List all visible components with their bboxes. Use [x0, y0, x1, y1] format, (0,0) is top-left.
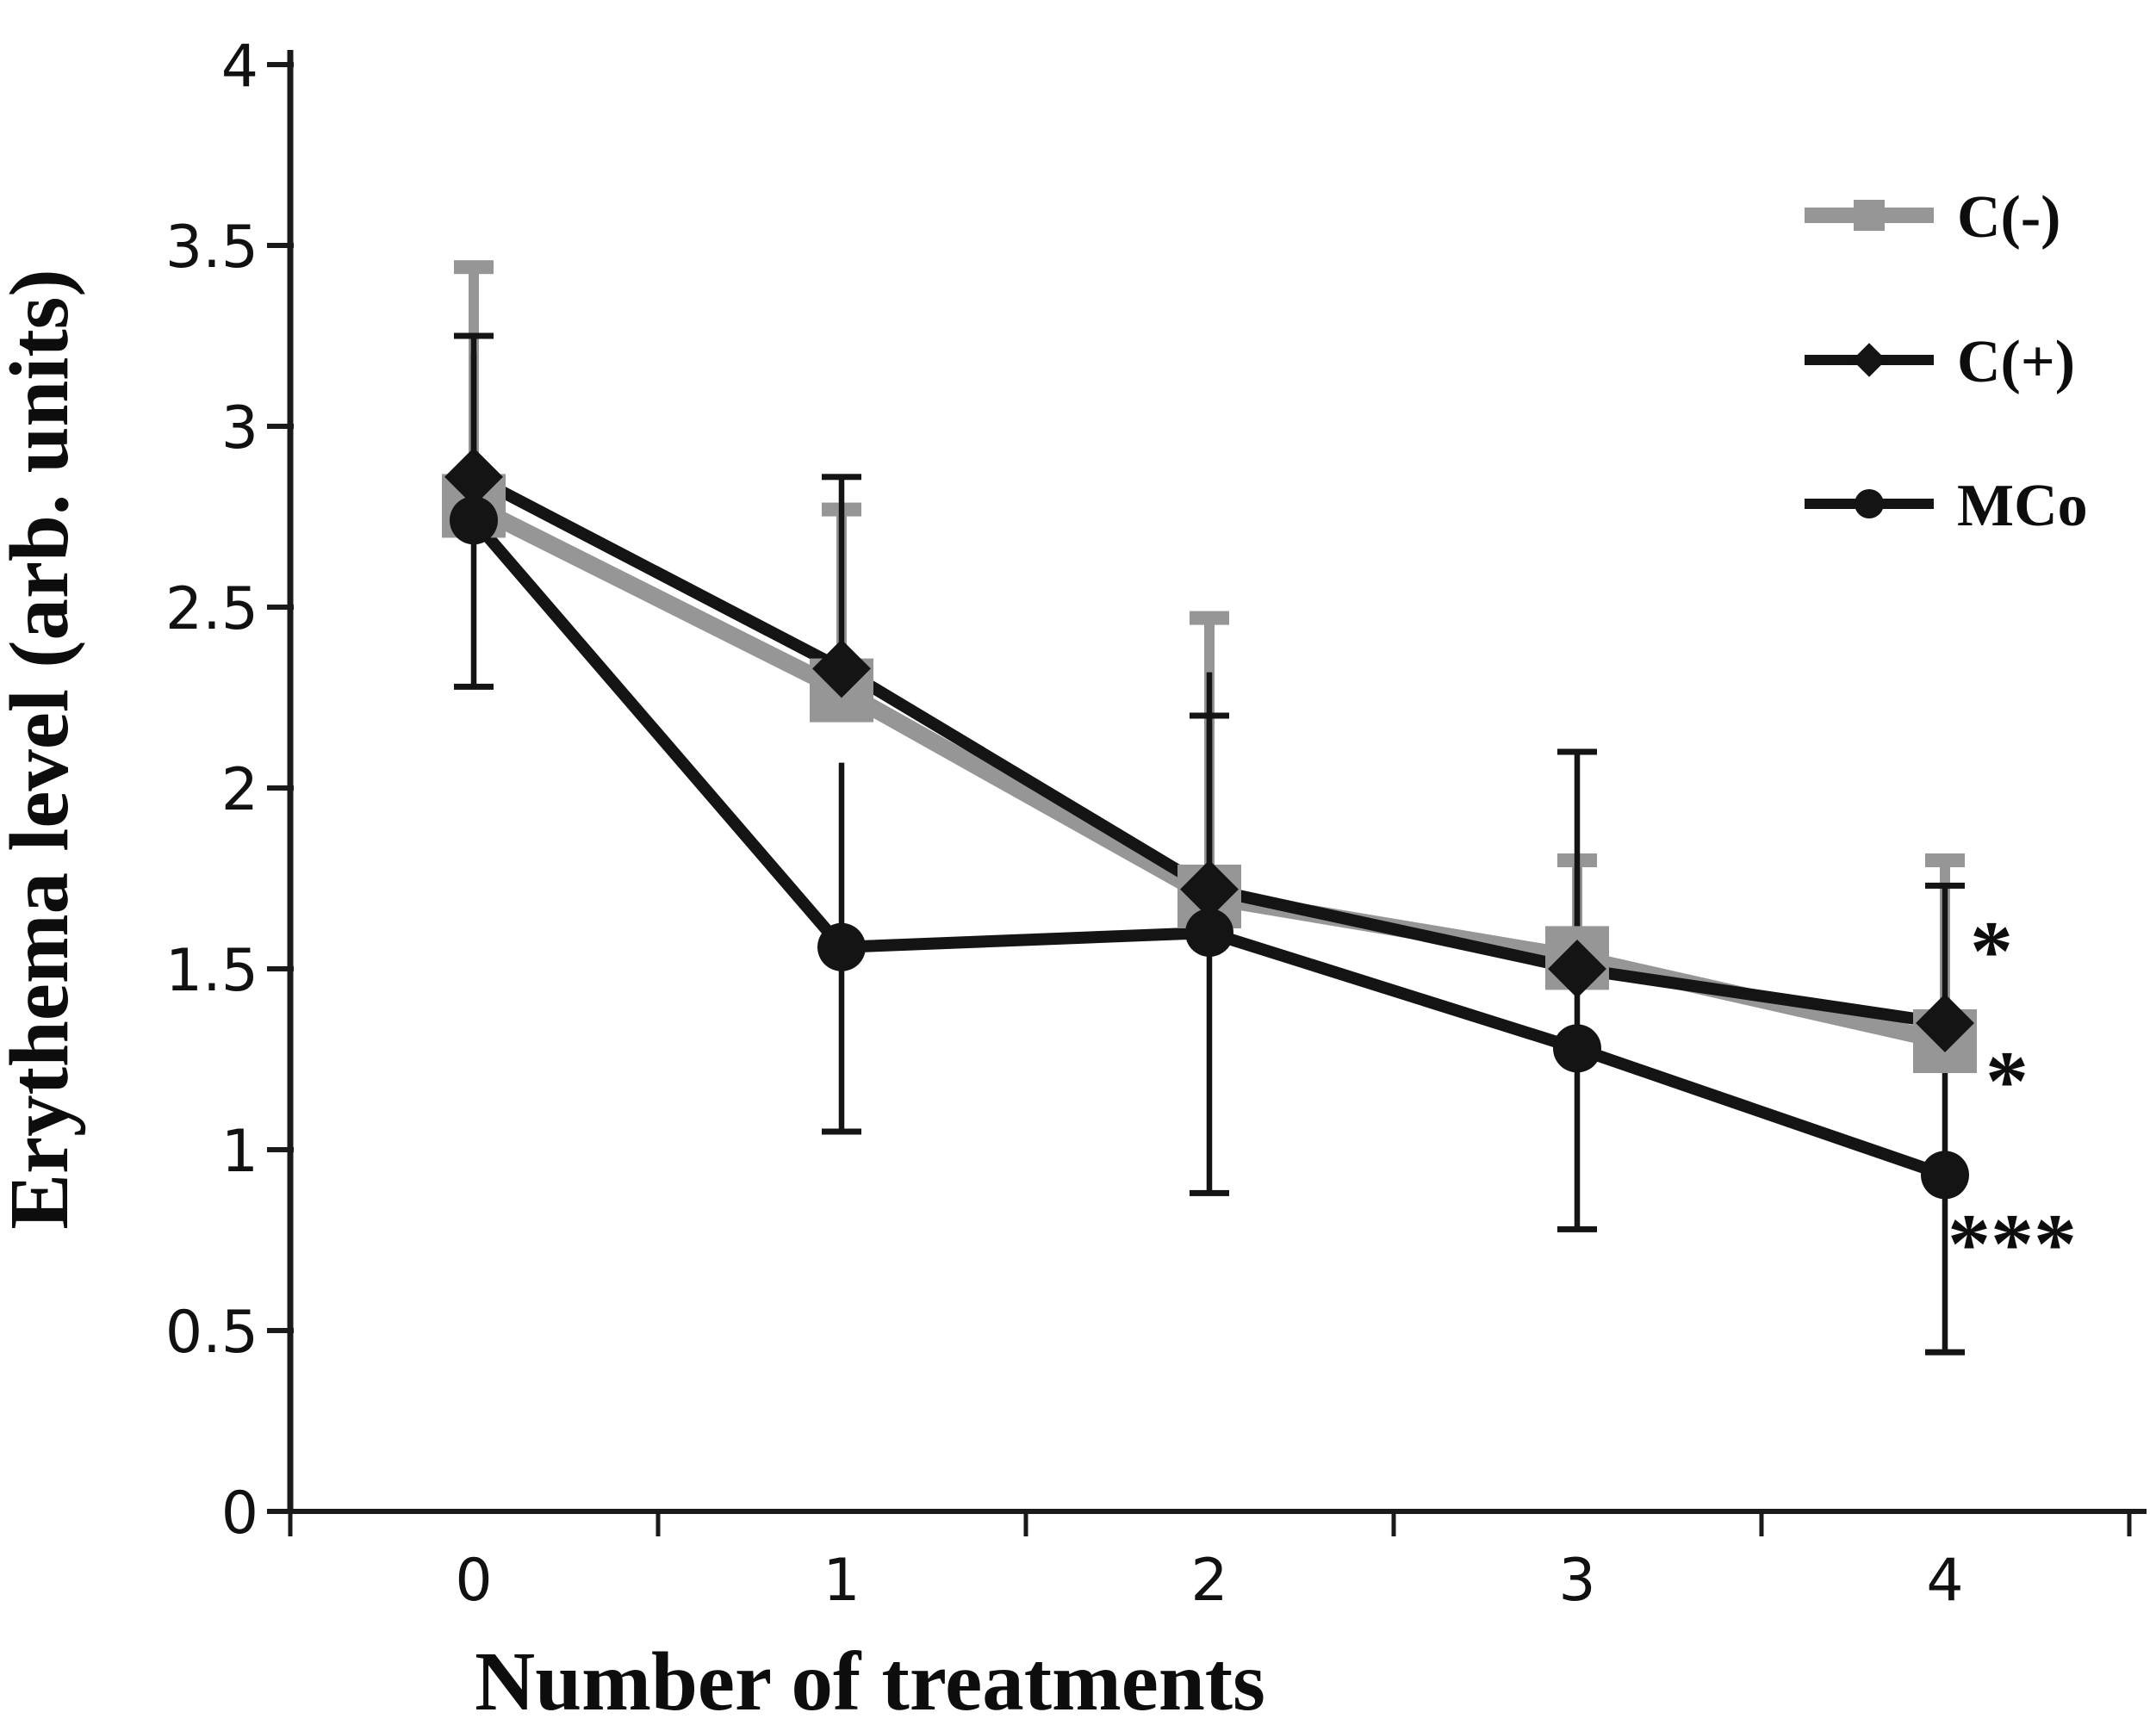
circle-marker: [1553, 1024, 1601, 1073]
error-bar-cap: [1190, 1189, 1229, 1196]
circle-marker: [1185, 909, 1233, 957]
legend-square-marker: [1854, 200, 1885, 231]
error-bar-cap: [1557, 748, 1597, 755]
x-tick-label: 2: [1190, 1547, 1227, 1615]
legend-label-c-plus: C(+): [1957, 329, 2075, 395]
x-axis-ticks: 0 1 2 3 4: [288, 1511, 2132, 1615]
legend-circle-marker: [1855, 489, 1884, 518]
error-bar-cap: [1557, 1225, 1597, 1232]
error-bar-cap: [1925, 853, 1965, 867]
x-tick-label: 3: [1558, 1547, 1595, 1615]
error-bar-cap: [454, 332, 494, 339]
annotations: *****: [1948, 903, 2077, 1291]
error-bar-cap: [1925, 882, 1965, 889]
legend-item-mco: MCo: [1805, 473, 2088, 539]
diamond-marker: [444, 447, 503, 506]
legend: C(-) C(+) MCo: [1805, 184, 2088, 539]
error-bar-cap: [1190, 611, 1229, 625]
error-bar-cap: [454, 683, 494, 690]
y-tick-label: 0: [221, 1480, 258, 1548]
significance-asterisk: *: [1970, 903, 2013, 998]
series-markers: [442, 447, 1977, 1200]
significance-asterisk: ***: [1948, 1196, 2077, 1292]
diamond-marker: [1916, 994, 1974, 1052]
legend-diamond-marker: [1852, 343, 1886, 377]
error-bar-cap: [1925, 1349, 1965, 1356]
y-tick-label: 3: [221, 394, 258, 462]
error-bar-cap: [822, 474, 861, 481]
legend-item-c-minus: C(-): [1805, 184, 2060, 251]
x-axis-title: Number of treatments: [475, 1635, 1265, 1728]
y-tick-label: 3.5: [165, 214, 258, 282]
error-bars: [454, 260, 1965, 1356]
x-tick-label: 4: [1926, 1547, 1963, 1615]
y-tick-label: 2: [221, 756, 258, 824]
significance-asterisk: *: [1985, 1033, 2029, 1129]
error-bar-cap: [454, 260, 494, 275]
x-tick-label: 1: [823, 1547, 860, 1615]
y-tick-label: 0.5: [165, 1299, 258, 1367]
y-tick-label: 1: [221, 1118, 258, 1186]
y-axis-ticks: 4 3.5 3 2.5 2 1.5 1 0.5 0: [165, 33, 294, 1548]
circle-marker: [1921, 1151, 1969, 1200]
legend-item-c-plus: C(+): [1805, 329, 2075, 395]
y-tick-label: 2.5: [165, 575, 258, 643]
diamond-marker: [1180, 859, 1239, 919]
legend-label-mco: MCo: [1957, 473, 2088, 539]
legend-label-c-minus: C(-): [1957, 184, 2060, 251]
y-tick-label: 4: [221, 33, 258, 101]
diamond-marker: [812, 639, 871, 698]
diamond-marker: [1548, 940, 1606, 998]
y-tick-label: 1.5: [165, 937, 258, 1005]
x-tick-label: 0: [455, 1547, 492, 1615]
circle-marker: [817, 922, 866, 971]
circle-marker: [450, 496, 498, 545]
y-axis-title: Erythema level (arb. units): [0, 269, 85, 1229]
error-bar-cap: [822, 1128, 861, 1135]
